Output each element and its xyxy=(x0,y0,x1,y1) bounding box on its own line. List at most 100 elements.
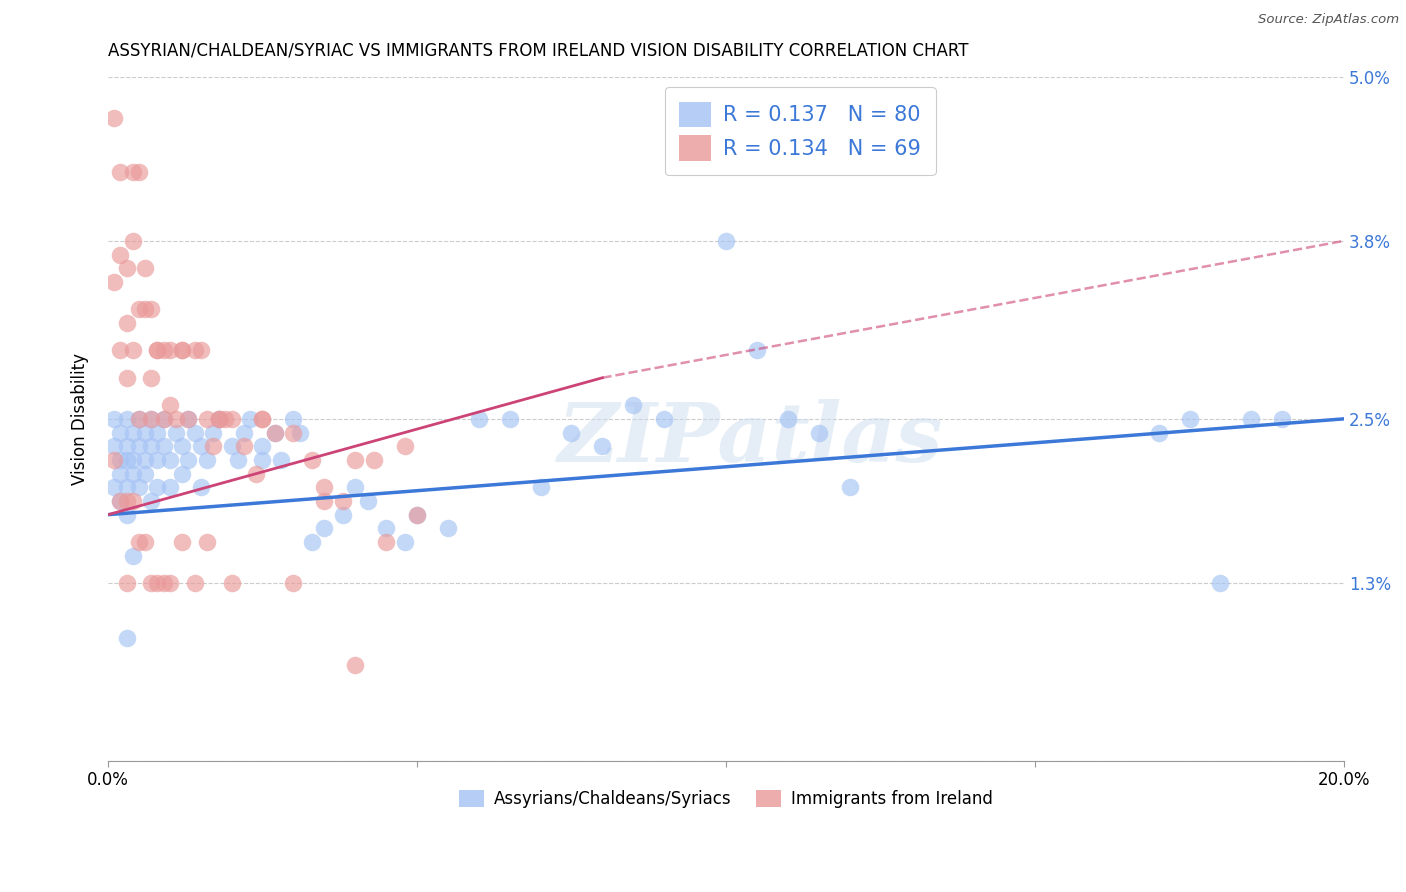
Point xyxy=(363,453,385,467)
Point xyxy=(252,412,274,426)
Point xyxy=(141,439,163,453)
Point xyxy=(314,494,336,508)
Point xyxy=(177,412,200,426)
Point xyxy=(177,412,200,426)
Point xyxy=(146,453,169,467)
Point xyxy=(375,535,398,549)
Point xyxy=(283,576,305,591)
Point xyxy=(1271,412,1294,426)
Y-axis label: Vision Disability: Vision Disability xyxy=(72,353,89,485)
Point xyxy=(245,467,267,481)
Point xyxy=(110,343,132,358)
Point xyxy=(159,343,181,358)
Point xyxy=(233,425,256,440)
Point xyxy=(621,398,644,412)
Point xyxy=(252,453,274,467)
Point xyxy=(121,494,143,508)
Point xyxy=(134,467,156,481)
Point xyxy=(134,453,156,467)
Text: ZIPatlas: ZIPatlas xyxy=(558,400,943,479)
Point xyxy=(190,343,212,358)
Point xyxy=(165,412,187,426)
Point xyxy=(110,494,132,508)
Point xyxy=(529,480,551,494)
Point xyxy=(807,425,830,440)
Point xyxy=(152,412,174,426)
Point xyxy=(128,535,150,549)
Point xyxy=(121,343,143,358)
Point xyxy=(110,425,132,440)
Point xyxy=(103,480,125,494)
Point xyxy=(121,234,143,248)
Point xyxy=(121,165,143,179)
Point xyxy=(146,343,169,358)
Point xyxy=(172,343,194,358)
Point xyxy=(103,111,125,125)
Point xyxy=(110,467,132,481)
Point xyxy=(115,412,138,426)
Point xyxy=(121,453,143,467)
Point xyxy=(714,234,737,248)
Point xyxy=(134,302,156,317)
Point xyxy=(172,439,194,453)
Point xyxy=(208,412,231,426)
Point xyxy=(152,412,174,426)
Point xyxy=(344,480,367,494)
Point xyxy=(226,453,249,467)
Point xyxy=(499,412,522,426)
Point xyxy=(183,576,205,591)
Point xyxy=(195,453,218,467)
Point xyxy=(115,371,138,385)
Point xyxy=(141,576,163,591)
Point xyxy=(652,412,675,426)
Point xyxy=(177,453,200,467)
Point xyxy=(141,412,163,426)
Point xyxy=(172,343,194,358)
Point xyxy=(1240,412,1263,426)
Point xyxy=(121,549,143,563)
Point xyxy=(146,425,169,440)
Point xyxy=(221,412,243,426)
Point xyxy=(301,535,323,549)
Point xyxy=(103,275,125,289)
Point xyxy=(283,425,305,440)
Point xyxy=(115,316,138,330)
Point xyxy=(183,343,205,358)
Point xyxy=(110,453,132,467)
Point xyxy=(394,535,416,549)
Point xyxy=(190,439,212,453)
Point xyxy=(141,412,163,426)
Point xyxy=(332,508,354,522)
Point xyxy=(165,425,187,440)
Point xyxy=(110,247,132,261)
Point xyxy=(344,453,367,467)
Point xyxy=(159,398,181,412)
Point xyxy=(1178,412,1201,426)
Text: Source: ZipAtlas.com: Source: ZipAtlas.com xyxy=(1258,13,1399,27)
Point xyxy=(301,453,323,467)
Point xyxy=(776,412,799,426)
Point xyxy=(221,576,243,591)
Point xyxy=(121,425,143,440)
Point xyxy=(202,439,225,453)
Point xyxy=(288,425,311,440)
Point xyxy=(172,467,194,481)
Point xyxy=(270,453,292,467)
Point xyxy=(214,412,236,426)
Point xyxy=(134,261,156,276)
Point xyxy=(115,576,138,591)
Point xyxy=(195,412,218,426)
Point xyxy=(745,343,768,358)
Point xyxy=(110,165,132,179)
Point xyxy=(1209,576,1232,591)
Point xyxy=(332,494,354,508)
Point xyxy=(172,535,194,549)
Point xyxy=(406,508,429,522)
Point xyxy=(141,302,163,317)
Point xyxy=(283,412,305,426)
Point xyxy=(375,521,398,535)
Legend: Assyrians/Chaldeans/Syriacs, Immigrants from Ireland: Assyrians/Chaldeans/Syriacs, Immigrants … xyxy=(453,783,1000,814)
Text: ASSYRIAN/CHALDEAN/SYRIAC VS IMMIGRANTS FROM IRELAND VISION DISABILITY CORRELATIO: ASSYRIAN/CHALDEAN/SYRIAC VS IMMIGRANTS F… xyxy=(108,42,969,60)
Point xyxy=(128,439,150,453)
Point xyxy=(437,521,460,535)
